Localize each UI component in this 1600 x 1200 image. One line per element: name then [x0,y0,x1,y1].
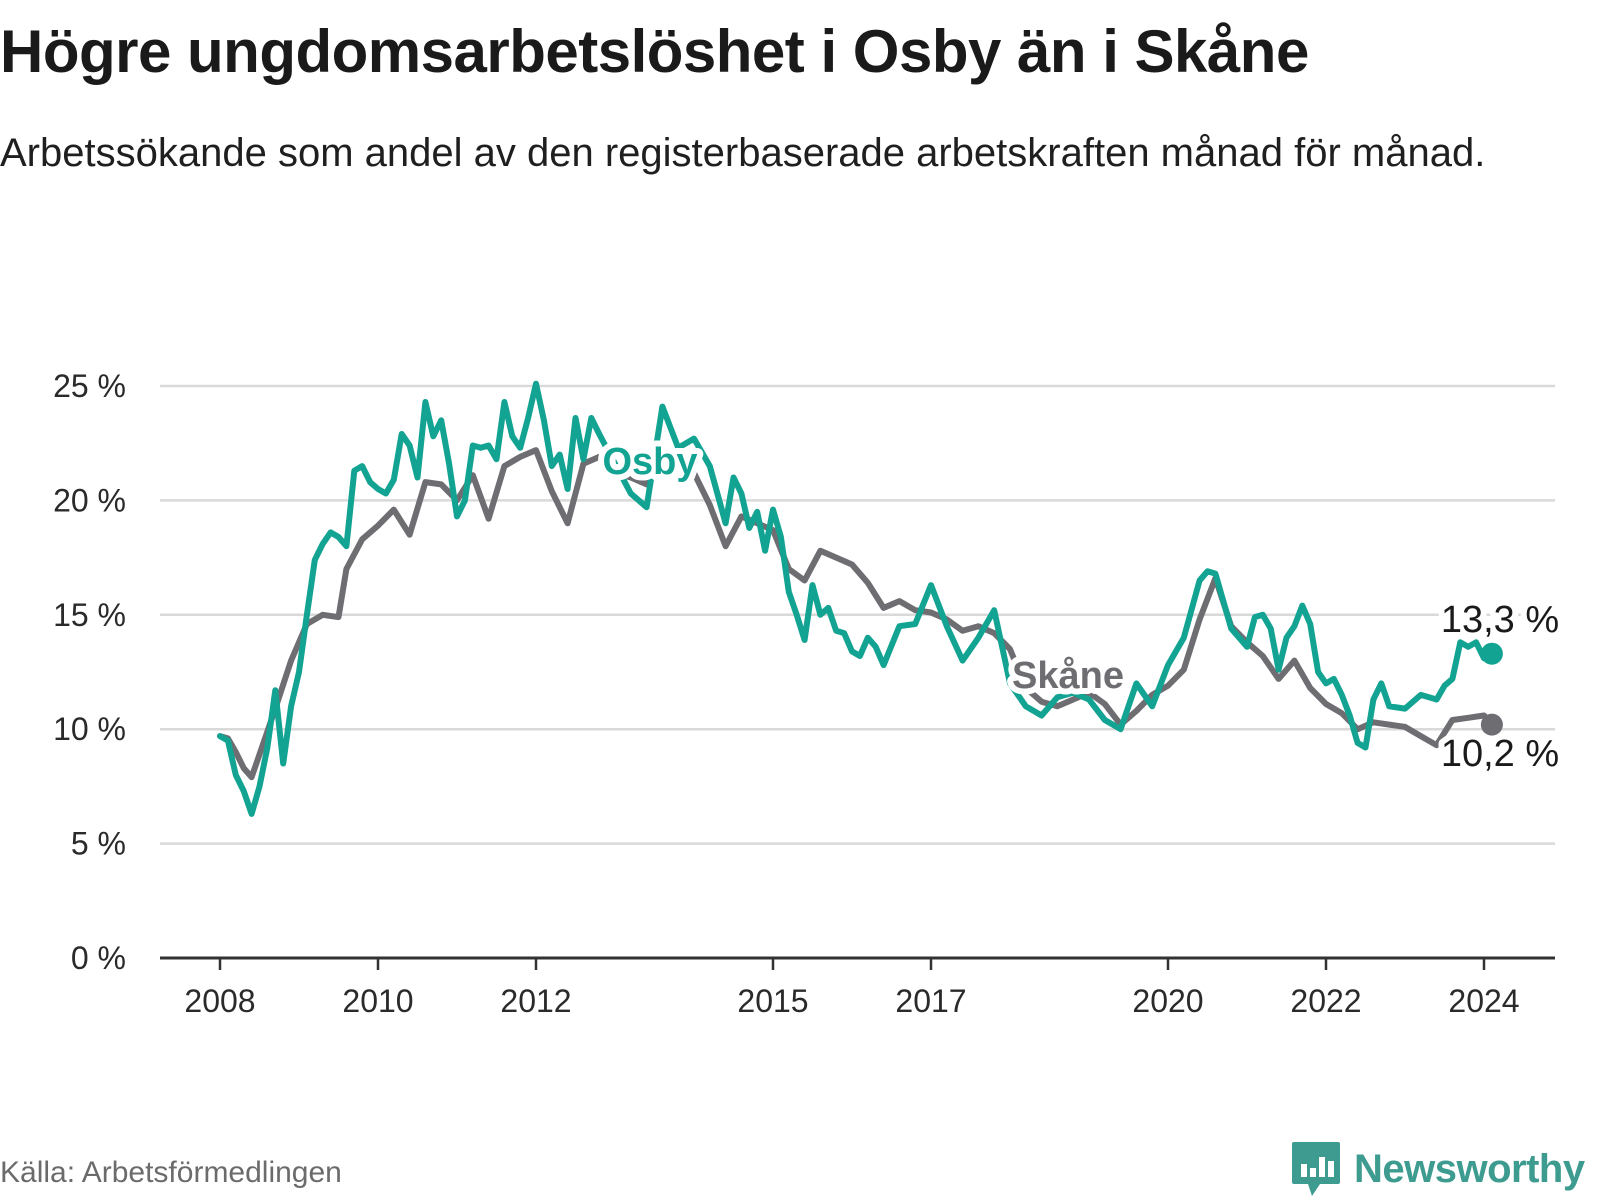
x-tick-label: 2017 [895,983,966,1019]
end-label-osby: 13,3 % [1441,599,1559,641]
x-tick-label: 2015 [737,983,808,1019]
chart-title: Högre ungdomsarbetslöshet i Osby än i Sk… [0,18,1309,85]
x-tick-label: 2012 [500,983,571,1019]
end-label-skane-halo: 10,2 % [1441,733,1559,775]
series-lines [217,380,1503,817]
series-label-osby: Osby [602,441,697,483]
source-note: Källa: Arbetsförmedlingen [0,1156,342,1189]
series-label-skane-halo: Skåne [1012,655,1124,697]
x-tick-label: 2022 [1290,983,1361,1019]
brand-logo: Newsworthy [1290,1140,1585,1198]
end-label-skane: 10,2 % [1441,733,1559,775]
y-tick-label: 10 % [53,711,126,747]
y-tick-label: 15 % [53,597,126,633]
end-label-osby-halo: 13,3 % [1441,599,1559,641]
series-line-osby [217,380,1495,817]
newsworthy-logo-icon [1292,1142,1340,1196]
gridlines [160,384,1555,845]
y-axis-tick-labels: 0 % 5 % 10 % 15 % 20 % 25 % [53,368,126,976]
x-tick-label: 2008 [184,983,255,1019]
x-tick-label: 2010 [342,983,413,1019]
x-axis: 2008 2010 2012 2015 2017 2020 2022 2024 [160,956,1555,1019]
y-tick-label: 20 % [53,482,126,518]
chart-subtitle: Arbetssökande som andel av den registerb… [0,131,1486,175]
y-tick-label: 0 % [71,940,126,976]
series-label-skane: Skåne [1012,655,1124,697]
x-tick-label: 2024 [1448,983,1519,1019]
y-tick-label: 5 % [71,826,126,862]
brand-name: Newsworthy [1354,1146,1585,1191]
series-line-skane [217,447,1495,781]
series-label-osby-halo: Osby [602,441,697,483]
y-tick-label: 25 % [53,368,126,404]
end-point-skane [1480,713,1503,736]
end-point-osby [1480,642,1503,665]
x-tick-label: 2020 [1132,983,1203,1019]
line-chart: 0 %5 %10 %15 %20 %25 % 2008 2010 2012 2015 2… [53,368,1565,1019]
